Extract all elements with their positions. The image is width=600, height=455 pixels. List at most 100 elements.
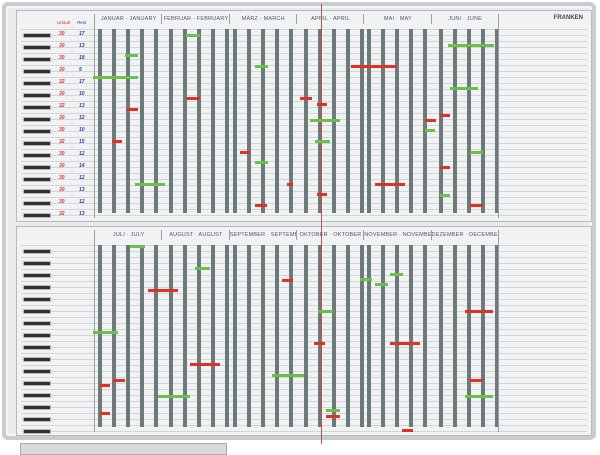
remaining-days: 12 (79, 115, 85, 121)
absence-magnet-strip[interactable] (465, 395, 493, 398)
weekend-stripe (112, 29, 116, 213)
absence-magnet-strip[interactable] (425, 129, 435, 132)
absence-magnet-strip[interactable] (130, 245, 145, 248)
weekend-stripe (345, 245, 350, 427)
absence-magnet-strip[interactable] (135, 183, 165, 186)
vacation-magnet-strip[interactable] (440, 114, 450, 117)
absence-magnet-strip[interactable] (255, 65, 268, 68)
employee-name-card[interactable] (23, 345, 51, 350)
employee-name-card[interactable] (23, 105, 51, 110)
vacation-magnet-strip[interactable] (470, 379, 483, 382)
vacation-magnet-strip[interactable] (240, 151, 250, 154)
month-header: MAI · MAY (363, 14, 431, 24)
employee-name-card[interactable] (23, 369, 51, 374)
month-header: FEBRUAR · FEBRUARY (161, 14, 229, 24)
vacation-magnet-strip[interactable] (300, 97, 312, 100)
employee-name-card[interactable] (23, 273, 51, 278)
vacation-magnet-strip[interactable] (351, 65, 397, 68)
employee-name-card[interactable] (23, 177, 51, 182)
vacation-days: 30 (59, 43, 65, 49)
employee-name-card[interactable] (23, 249, 51, 254)
absence-magnet-strip[interactable] (448, 44, 494, 47)
employee-name-card[interactable] (23, 357, 51, 362)
vacation-magnet-strip[interactable] (190, 363, 220, 366)
employee-name-card[interactable] (23, 117, 51, 122)
absence-magnet-strip[interactable] (125, 54, 138, 57)
employee-name-card[interactable] (23, 153, 51, 158)
vacation-days: 30 (59, 151, 65, 157)
employee-name-card[interactable] (23, 189, 51, 194)
remaining-days: 12 (79, 175, 85, 181)
employee-name-card[interactable] (23, 81, 51, 86)
weekend-stripe (246, 29, 251, 213)
absence-magnet-strip[interactable] (186, 34, 200, 37)
vacation-magnet-strip[interactable] (100, 384, 110, 387)
absence-magnet-strip[interactable] (93, 76, 138, 79)
absence-magnet-strip[interactable] (93, 331, 118, 334)
employee-name-card[interactable] (23, 429, 51, 434)
remaining-days: 13 (79, 187, 85, 193)
employee-name-card[interactable] (23, 213, 51, 218)
absence-magnet-strip[interactable] (158, 395, 190, 398)
absence-magnet-strip[interactable] (470, 151, 483, 154)
absence-magnet-strip[interactable] (390, 273, 403, 276)
vacation-magnet-strip[interactable] (440, 166, 450, 169)
employee-name-card[interactable] (23, 57, 51, 62)
date-marker-string[interactable] (321, 4, 322, 444)
weekend-stripe (494, 245, 499, 427)
employee-name-card[interactable] (23, 381, 51, 386)
vacation-magnet-strip[interactable] (375, 183, 405, 186)
absence-magnet-strip[interactable] (326, 409, 340, 412)
vacation-magnet-strip[interactable] (317, 103, 327, 106)
weekend-stripe (225, 245, 230, 427)
vacation-magnet-strip[interactable] (402, 429, 413, 432)
employee-name-card[interactable] (23, 261, 51, 266)
vacation-magnet-strip[interactable] (326, 415, 340, 418)
employee-name-card[interactable] (23, 33, 51, 38)
absence-magnet-strip[interactable] (255, 161, 268, 164)
vacation-magnet-strip[interactable] (425, 119, 436, 122)
employee-name-card[interactable] (23, 321, 51, 326)
employee-name-card[interactable] (23, 333, 51, 338)
absence-magnet-strip[interactable] (272, 374, 304, 377)
employee-name-card[interactable] (23, 141, 51, 146)
employee-name-card[interactable] (23, 93, 51, 98)
absence-magnet-strip[interactable] (318, 310, 333, 313)
employee-name-card[interactable] (23, 129, 51, 134)
vacation-magnet-strip[interactable] (470, 204, 483, 207)
absence-magnet-strip[interactable] (375, 283, 388, 286)
vacation-magnet-strip[interactable] (314, 342, 325, 345)
employee-name-card[interactable] (23, 309, 51, 314)
vacation-magnet-strip[interactable] (148, 289, 178, 292)
absence-magnet-strip[interactable] (315, 140, 330, 143)
absence-magnet-strip[interactable] (195, 267, 210, 270)
employee-name-card[interactable] (23, 393, 51, 398)
weekend-stripe (154, 245, 158, 427)
employee-name-card[interactable] (23, 69, 51, 74)
absence-magnet-strip[interactable] (360, 278, 372, 281)
vacation-magnet-strip[interactable] (390, 342, 420, 345)
employee-name-card[interactable] (23, 285, 51, 290)
employee-name-card[interactable] (23, 201, 51, 206)
absence-magnet-strip[interactable] (450, 87, 478, 90)
divider (498, 14, 499, 218)
absence-magnet-strip[interactable] (440, 194, 450, 197)
vacation-magnet-strip[interactable] (317, 193, 327, 196)
vacation-magnet-strip[interactable] (282, 279, 293, 282)
vacation-magnet-strip[interactable] (100, 412, 110, 415)
remaining-days: 15 (79, 139, 85, 145)
employee-name-card[interactable] (23, 45, 51, 50)
employee-name-card[interactable] (23, 405, 51, 410)
vacation-magnet-strip[interactable] (112, 140, 122, 143)
employee-name-card[interactable] (23, 297, 51, 302)
vacation-magnet-strip[interactable] (113, 379, 125, 382)
vacation-magnet-strip[interactable] (187, 97, 200, 100)
absence-magnet-strip[interactable] (310, 119, 340, 122)
weekend-stripe (409, 29, 414, 213)
vacation-magnet-strip[interactable] (465, 310, 493, 313)
employee-name-card[interactable] (23, 417, 51, 422)
employee-name-card[interactable] (23, 165, 51, 170)
vacation-magnet-strip[interactable] (127, 108, 138, 111)
vacation-magnet-strip[interactable] (287, 183, 293, 186)
vacation-magnet-strip[interactable] (255, 204, 267, 207)
